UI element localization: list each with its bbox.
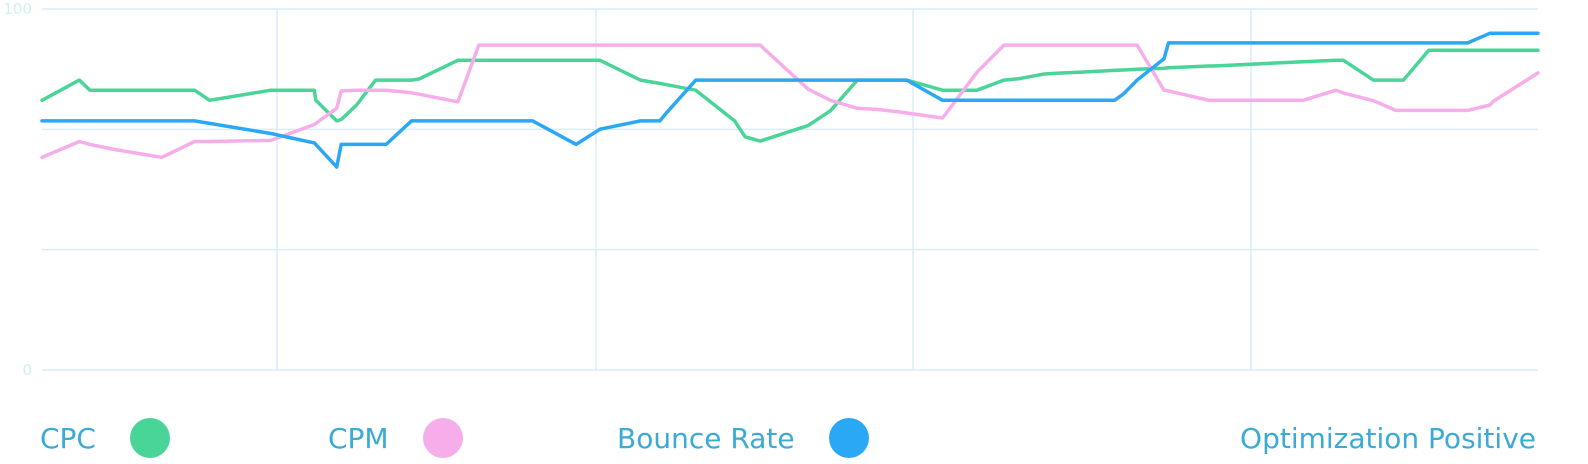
legend-item-cpc: CPC bbox=[40, 412, 170, 464]
chart-series bbox=[40, 31, 1540, 169]
y-axis-ticks: 0 100 bbox=[3, 0, 32, 379]
legend-label-bounce-rate: Bounce Rate bbox=[617, 421, 795, 455]
series-line-bounce-rate bbox=[40, 31, 1540, 169]
legend-item-bounce-rate: Bounce Rate bbox=[617, 412, 869, 464]
legend-label-cpm: CPM bbox=[328, 421, 389, 455]
y-tick-label: 0 bbox=[22, 361, 32, 379]
chart-legend: CPC CPM Bounce Rate Optimization Positiv… bbox=[0, 412, 1588, 464]
optimization-positive-label: Optimization Positive bbox=[1240, 421, 1536, 455]
legend-dot-cpm bbox=[422, 418, 463, 458]
legend-label-cpc: CPC bbox=[40, 421, 96, 455]
legend-dot-cpc bbox=[130, 418, 170, 458]
legend-dot-bounce-rate bbox=[828, 418, 869, 458]
series-line-cpc bbox=[40, 48, 1540, 143]
y-tick-label: 100 bbox=[3, 0, 32, 18]
legend-item-cpm: CPM bbox=[328, 412, 463, 464]
series-line-cpm bbox=[40, 43, 1540, 160]
chart-grid bbox=[42, 8, 1538, 371]
line-chart: 0 100 bbox=[3, 0, 1540, 379]
